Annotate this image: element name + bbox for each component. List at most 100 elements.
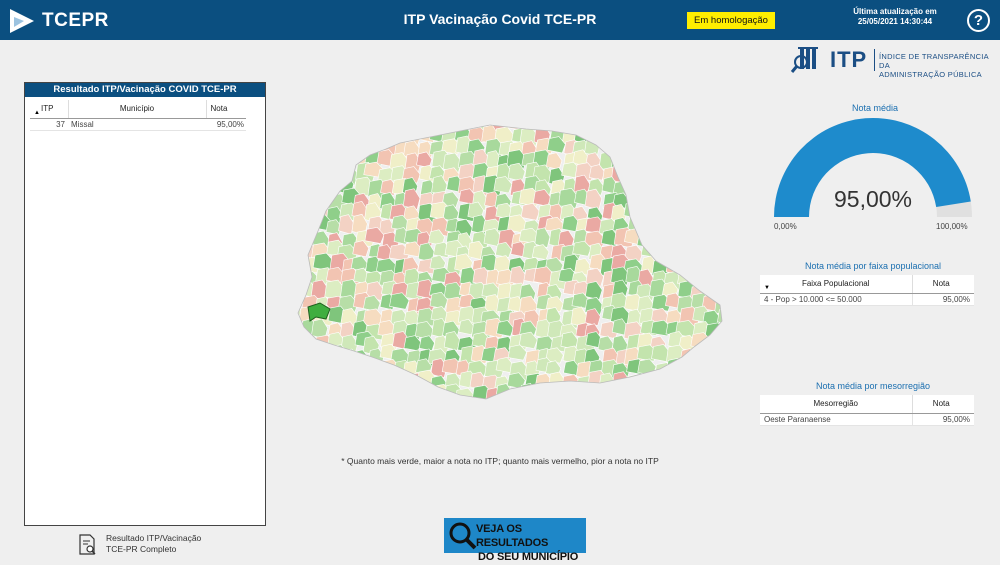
municipality-shape[interactable]: [703, 336, 720, 357]
municipality-shape[interactable]: [298, 166, 317, 187]
municipality-shape[interactable]: [326, 127, 347, 146]
municipality-shape[interactable]: [664, 167, 681, 187]
municipality-shape[interactable]: [626, 188, 649, 210]
municipality-shape[interactable]: [534, 398, 553, 405]
municipality-shape[interactable]: [718, 231, 730, 252]
municipality-shape[interactable]: [689, 190, 707, 207]
municipality-shape[interactable]: [702, 149, 719, 168]
municipality-shape[interactable]: [298, 344, 321, 366]
municipality-shape[interactable]: [651, 229, 668, 247]
municipality-shape[interactable]: [717, 307, 730, 326]
municipality-shape[interactable]: [366, 373, 384, 394]
municipality-shape[interactable]: [431, 175, 448, 196]
municipality-shape[interactable]: [329, 384, 351, 404]
municipality-shape[interactable]: [300, 200, 317, 220]
municipality-shape[interactable]: [701, 162, 718, 182]
municipality-shape[interactable]: [588, 125, 607, 146]
municipality-shape[interactable]: [290, 188, 306, 211]
col-meso-nota[interactable]: Nota: [911, 395, 974, 414]
municipality-shape[interactable]: [623, 201, 642, 219]
municipality-shape[interactable]: [678, 206, 696, 226]
municipality-shape[interactable]: [389, 292, 410, 310]
municipality-shape[interactable]: [483, 398, 501, 405]
col-nota[interactable]: Nota: [205, 100, 246, 119]
municipality-shape[interactable]: [558, 188, 580, 210]
municipality-shape[interactable]: [326, 165, 344, 184]
municipality-shape[interactable]: [325, 114, 342, 133]
municipality-shape[interactable]: [303, 125, 325, 146]
municipality-shape[interactable]: [390, 112, 407, 134]
municipality-shape[interactable]: [623, 166, 642, 182]
col-municipio[interactable]: Município: [67, 100, 206, 119]
municipality-shape[interactable]: [664, 244, 687, 266]
municipality-shape[interactable]: [354, 359, 371, 379]
municipality-shape[interactable]: [693, 360, 715, 382]
municipality-shape[interactable]: [704, 347, 723, 369]
municipality-shape[interactable]: [495, 241, 512, 258]
municipality-shape[interactable]: [505, 387, 524, 405]
municipality-shape[interactable]: [662, 228, 683, 245]
municipality-shape[interactable]: [718, 385, 730, 405]
municipality-shape[interactable]: [519, 398, 541, 405]
municipality-shape[interactable]: [337, 110, 360, 132]
municipality-shape[interactable]: [506, 372, 526, 389]
municipality-shape[interactable]: [703, 205, 722, 224]
parana-map[interactable]: [290, 95, 730, 405]
municipality-shape[interactable]: [313, 123, 335, 143]
municipality-shape[interactable]: [290, 268, 308, 285]
col-faixa[interactable]: Faixa Populacional ▼: [760, 275, 912, 294]
municipality-shape[interactable]: [654, 214, 673, 234]
municipality-shape[interactable]: [298, 373, 318, 393]
municipality-shape[interactable]: [654, 137, 676, 158]
municipality-shape[interactable]: [444, 396, 466, 405]
municipality-shape[interactable]: [640, 188, 658, 210]
municipality-shape[interactable]: [290, 204, 306, 223]
municipality-shape[interactable]: [558, 397, 575, 405]
municipality-shape[interactable]: [315, 153, 336, 173]
municipality-shape[interactable]: [416, 151, 433, 168]
municipality-shape[interactable]: [336, 360, 358, 379]
municipality-shape[interactable]: [637, 125, 660, 146]
municipality-shape[interactable]: [663, 372, 681, 390]
municipality-shape[interactable]: [290, 401, 305, 405]
municipality-shape[interactable]: [303, 177, 324, 196]
sort-desc-icon[interactable]: ▼: [764, 284, 770, 291]
municipality-shape[interactable]: [693, 384, 713, 405]
municipality-shape[interactable]: [363, 125, 382, 142]
municipality-shape[interactable]: [702, 137, 721, 159]
municipality-shape[interactable]: [290, 253, 307, 273]
municipality-shape[interactable]: [311, 166, 333, 185]
municipality-shape[interactable]: [717, 191, 730, 210]
municipality-shape[interactable]: [701, 230, 722, 249]
municipality-shape[interactable]: [674, 386, 693, 403]
municipality-shape[interactable]: [717, 153, 730, 174]
municipality-shape[interactable]: [392, 370, 409, 392]
municipality-shape[interactable]: [584, 188, 603, 211]
municipality-shape[interactable]: [507, 162, 526, 182]
municipality-shape[interactable]: [458, 113, 478, 130]
municipality-shape[interactable]: [601, 400, 621, 405]
municipality-shape[interactable]: [691, 113, 710, 132]
municipality-shape[interactable]: [718, 216, 730, 233]
municipality-shape[interactable]: [470, 402, 485, 405]
municipality-shape[interactable]: [312, 115, 333, 131]
municipality-shape[interactable]: [290, 349, 305, 367]
table-row[interactable]: 37 Missal 95,00%: [30, 118, 246, 131]
municipality-shape[interactable]: [534, 227, 551, 248]
municipality-shape[interactable]: [507, 344, 528, 361]
municipality-shape[interactable]: [583, 113, 605, 134]
municipality-shape[interactable]: [290, 357, 309, 379]
municipality-shape[interactable]: [352, 116, 370, 134]
municipality-shape[interactable]: [419, 398, 442, 405]
municipality-shape[interactable]: [597, 124, 616, 145]
municipality-shape[interactable]: [718, 124, 730, 145]
municipality-shape[interactable]: [714, 179, 730, 198]
col-itp[interactable]: ITP ▲: [30, 100, 68, 119]
municipality-shape[interactable]: [679, 358, 697, 380]
municipality-shape[interactable]: [524, 360, 541, 378]
municipality-shape[interactable]: [300, 400, 320, 405]
municipality-shape[interactable]: [676, 218, 698, 240]
col-faixa-nota[interactable]: Nota: [911, 275, 974, 294]
municipality-shape[interactable]: [379, 399, 399, 405]
municipality-shape[interactable]: [688, 139, 707, 161]
